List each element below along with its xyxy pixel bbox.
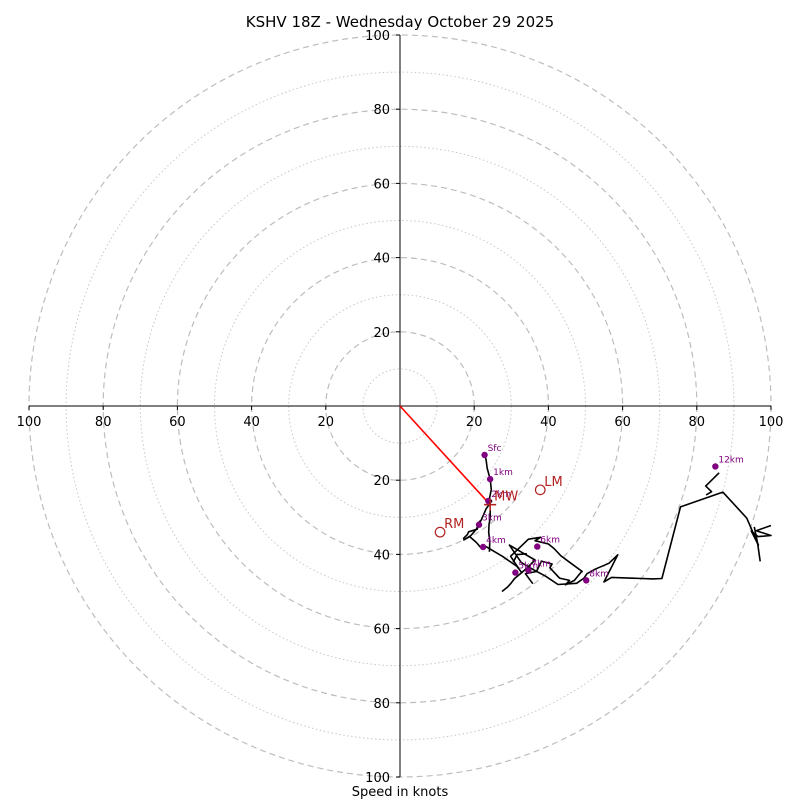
height-marker-label: 3km bbox=[482, 514, 502, 524]
height-marker-dot bbox=[525, 567, 532, 574]
x-tick-label: 40 bbox=[540, 415, 557, 430]
trace-segment bbox=[753, 526, 761, 562]
height-marker-dot bbox=[712, 463, 719, 470]
y-tick-label: 40 bbox=[373, 548, 390, 563]
y-tick-label: 80 bbox=[373, 103, 390, 118]
height-marker-label: 5km bbox=[518, 562, 538, 572]
trace-segment bbox=[704, 472, 720, 496]
height-marker-dot bbox=[583, 577, 590, 584]
height-marker-label: 12km bbox=[718, 455, 743, 465]
hodograph-trace bbox=[462, 454, 772, 593]
trace-segment bbox=[487, 510, 492, 552]
trace-segment bbox=[512, 552, 527, 563]
storm-motions: RM LM MW bbox=[434, 475, 563, 538]
height-marker-label: 2km bbox=[491, 490, 511, 500]
height-marker-label: 8km bbox=[589, 569, 609, 579]
y-tick-label: 60 bbox=[373, 177, 390, 192]
height-marker-dot bbox=[479, 543, 487, 551]
height-marker-dot bbox=[486, 475, 494, 483]
y-tick-label: 40 bbox=[373, 252, 390, 267]
tick-labels: 100 80 60 40 20 20 40 60 80 100 100 80 60 40 20 20 40 60 8… bbox=[17, 29, 784, 786]
x-tick-label: 60 bbox=[614, 415, 631, 430]
height-marker-dot bbox=[481, 451, 488, 459]
x-tick-label: 80 bbox=[95, 415, 112, 430]
storm-motion-marker bbox=[434, 526, 446, 538]
y-tick-label: 100 bbox=[365, 771, 390, 786]
y-tick-label: 100 bbox=[365, 29, 390, 44]
x-tick-label: 20 bbox=[318, 415, 335, 430]
storm-motion-label: LM bbox=[544, 475, 562, 490]
chart-title: KSHV 18Z - Wednesday October 29 2025 bbox=[246, 13, 554, 31]
height-marker-label: 1km bbox=[493, 468, 513, 478]
height-marker-label: 4km bbox=[486, 536, 506, 546]
height-markers: Sfc 1km 2km 3km 4km 5km 6km 7km 8km 12km bbox=[475, 444, 744, 584]
height-marker-label: 7km bbox=[531, 559, 551, 569]
y-tick-label: 80 bbox=[373, 697, 390, 712]
y-tick-label: 60 bbox=[373, 623, 390, 638]
trace-segment bbox=[501, 571, 523, 593]
height-marker-dot bbox=[475, 521, 483, 528]
x-tick-label: 40 bbox=[243, 415, 260, 430]
trace-segment bbox=[509, 536, 584, 586]
x-tick-label: 60 bbox=[169, 415, 186, 430]
height-marker-label: Sfc bbox=[488, 444, 502, 454]
mean-wind-vector bbox=[399, 405, 491, 506]
height-marker-dot bbox=[534, 543, 541, 550]
x-tick-label: 20 bbox=[466, 415, 483, 430]
storm-motion-marker bbox=[534, 484, 546, 496]
storm-motion-label: MW bbox=[494, 490, 518, 505]
storm-motion-label: RM bbox=[444, 517, 464, 532]
trace-line bbox=[462, 454, 772, 586]
x-tick-label: 100 bbox=[17, 415, 42, 430]
x-tick-label: 100 bbox=[759, 415, 784, 430]
x-tick-label: 80 bbox=[689, 415, 706, 430]
y-tick-label: 20 bbox=[373, 474, 390, 489]
x-axis-label: Speed in knots bbox=[352, 785, 449, 800]
height-marker-dot bbox=[512, 569, 519, 576]
y-tick-label: 20 bbox=[373, 326, 390, 341]
mean-wind-line bbox=[399, 405, 491, 506]
height-marker-label: 6km bbox=[540, 536, 560, 546]
